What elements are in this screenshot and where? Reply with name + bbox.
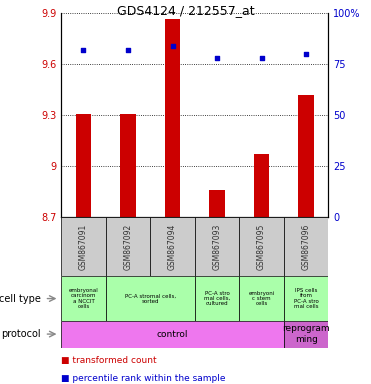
Bar — [239, 217, 284, 276]
Text: GDS4124 / 212557_at: GDS4124 / 212557_at — [117, 4, 254, 17]
Bar — [298, 95, 314, 217]
Bar — [61, 217, 106, 276]
Bar — [150, 217, 195, 276]
Text: GSM867091: GSM867091 — [79, 223, 88, 270]
Bar — [209, 190, 225, 217]
Text: embryonal
carcinom
a NCCIT
cells: embryonal carcinom a NCCIT cells — [69, 288, 98, 309]
Text: embryoni
c stem
cells: embryoni c stem cells — [249, 291, 275, 306]
Bar — [195, 276, 239, 321]
Text: GSM867095: GSM867095 — [257, 223, 266, 270]
Bar — [284, 321, 328, 348]
Bar — [284, 217, 328, 276]
Text: GSM867092: GSM867092 — [124, 223, 132, 270]
Text: ■ transformed count: ■ transformed count — [61, 356, 157, 366]
Point — [259, 55, 265, 61]
Text: IPS cells
from
PC-A stro
mal cells: IPS cells from PC-A stro mal cells — [293, 288, 319, 309]
Bar — [106, 217, 150, 276]
Text: ■ percentile rank within the sample: ■ percentile rank within the sample — [61, 374, 226, 383]
Point — [214, 55, 220, 61]
Bar — [239, 276, 284, 321]
Bar — [195, 217, 239, 276]
Bar — [254, 154, 269, 217]
Text: GSM867096: GSM867096 — [302, 223, 311, 270]
Point — [303, 51, 309, 57]
Text: PC-A stro
mal cells,
cultured: PC-A stro mal cells, cultured — [204, 291, 230, 306]
Text: cell type: cell type — [0, 293, 41, 304]
Bar — [61, 321, 284, 348]
Bar — [61, 276, 106, 321]
Bar — [120, 114, 136, 217]
Text: protocol: protocol — [1, 329, 41, 339]
Point — [170, 43, 175, 49]
Text: PC-A stromal cells,
sorted: PC-A stromal cells, sorted — [125, 293, 176, 304]
Text: GSM867094: GSM867094 — [168, 223, 177, 270]
Point — [81, 47, 86, 53]
Bar — [284, 276, 328, 321]
Point — [125, 47, 131, 53]
Text: reprogram
ming: reprogram ming — [282, 324, 330, 344]
Text: control: control — [157, 329, 188, 339]
Bar — [76, 114, 91, 217]
Text: GSM867093: GSM867093 — [213, 223, 221, 270]
Bar — [106, 276, 195, 321]
Bar — [165, 18, 180, 217]
